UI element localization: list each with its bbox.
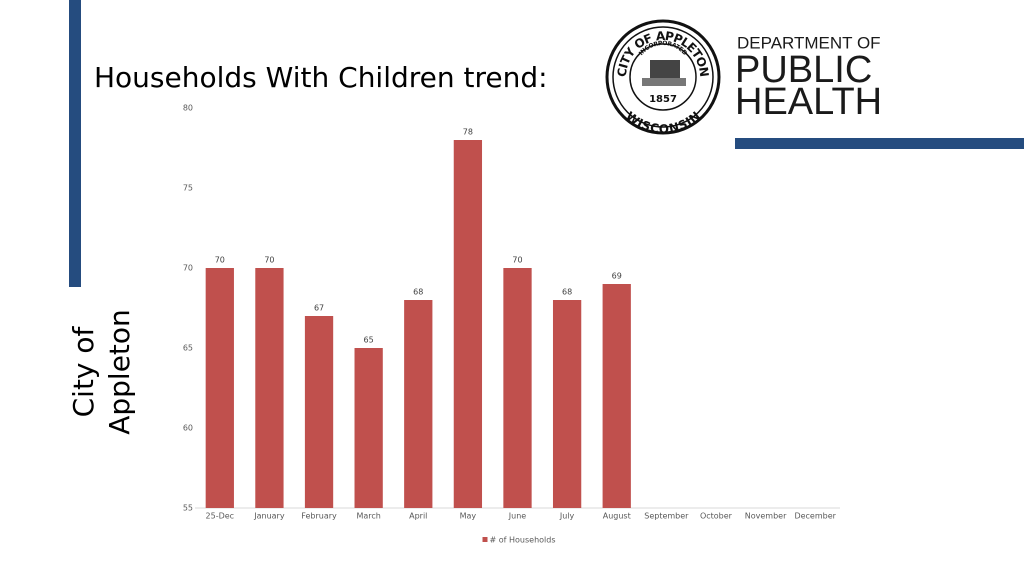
x-tick-label: October [700, 512, 733, 521]
legend-swatch [482, 537, 488, 542]
data-label: 68 [413, 288, 423, 297]
y-tick-label: 75 [183, 184, 193, 193]
data-label: 65 [364, 336, 374, 345]
bar [453, 140, 483, 508]
x-tick-label: 25-Dec [206, 512, 235, 521]
bar [503, 268, 532, 508]
y-tick-label: 80 [183, 104, 193, 113]
x-tick-label: December [794, 512, 836, 521]
x-tick-label: February [301, 512, 337, 521]
data-label: 67 [314, 304, 324, 313]
bar [304, 316, 334, 508]
accent-bar [735, 138, 1024, 149]
x-tick-label: July [559, 512, 575, 521]
data-label: 68 [562, 288, 572, 297]
side-text: City of Appleton [67, 309, 136, 435]
slide-title: Households With Children trend: [94, 61, 548, 94]
bar [404, 300, 433, 508]
bar [354, 348, 383, 508]
data-label: 70 [264, 256, 274, 265]
y-tick-label: 70 [183, 264, 193, 273]
seal: CITY OF APPLETON INCORPORATED 1857 WISCO… [605, 19, 721, 136]
bar [255, 268, 284, 508]
data-label: 70 [512, 256, 522, 265]
x-tick-label: September [644, 512, 689, 521]
bar [205, 268, 234, 508]
x-tick-label: March [356, 512, 380, 521]
legend-label: # of Households [490, 536, 556, 545]
y-tick-label: 60 [183, 424, 193, 433]
bar [602, 284, 631, 508]
side-text-line: Appleton [103, 309, 136, 435]
side-text-line: City of [67, 325, 100, 417]
data-label: 69 [612, 272, 622, 281]
x-tick-label: June [508, 512, 527, 521]
bar [552, 300, 582, 508]
seal-year: 1857 [649, 94, 677, 105]
data-label: 78 [463, 128, 473, 137]
y-tick-label: 65 [183, 344, 193, 353]
x-tick-label: November [745, 512, 787, 521]
x-tick-label: May [460, 512, 477, 521]
x-tick-label: January [253, 512, 285, 521]
x-tick-label: August [603, 512, 631, 521]
y-tick-label: 55 [183, 504, 193, 513]
x-tick-label: April [409, 512, 427, 521]
logo-text: PUBLIC [735, 49, 872, 91]
accent-bar [69, 0, 81, 287]
logo-text: DEPARTMENT OF [737, 33, 881, 52]
logo-text: HEALTH [735, 81, 882, 123]
data-label: 70 [215, 256, 225, 265]
